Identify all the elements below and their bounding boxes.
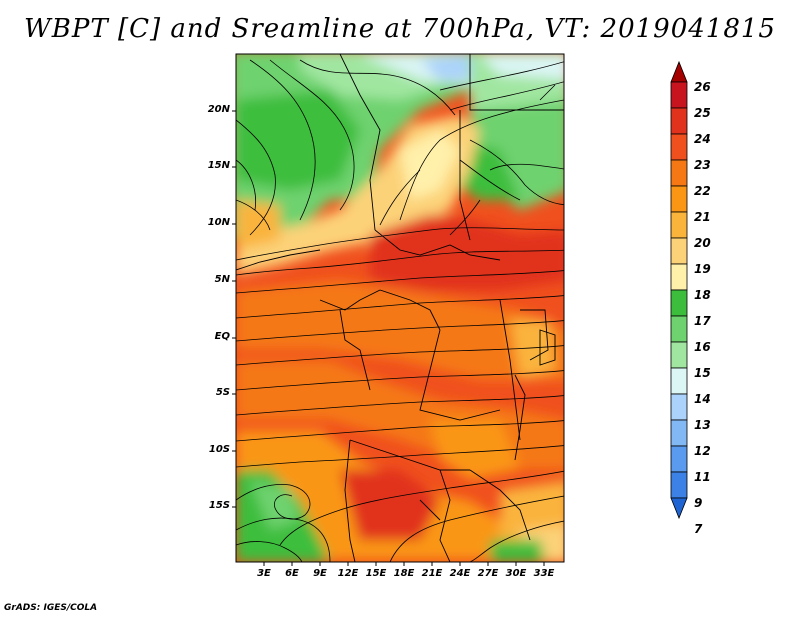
map-frame — [235, 53, 565, 563]
colorbar-label: 14 — [694, 392, 711, 406]
lat-label: 15N — [207, 160, 230, 171]
plot-title: WBPT [C] and Sreamline at 700hPa, VT: 20… — [24, 14, 776, 44]
colorbar-segment — [670, 367, 688, 395]
colorbar-segment — [670, 445, 688, 473]
lon-label: 15E — [365, 568, 387, 579]
colorbar-label: 26 — [694, 80, 711, 94]
lon-label: 9E — [313, 568, 327, 579]
lon-label: 3E — [257, 568, 271, 579]
lon-label: 30E — [505, 568, 527, 579]
colorbar-label: 16 — [694, 340, 711, 354]
colorbar-label: 18 — [694, 288, 711, 302]
colorbar-segment — [670, 471, 688, 499]
colorbar-segment — [670, 211, 688, 239]
lat-label: 5N — [214, 274, 230, 285]
lat-label: 15S — [208, 500, 230, 511]
colorbar-segment — [670, 81, 688, 109]
grads-credit: GrADS: IGES/COLA — [4, 603, 98, 613]
streamlines — [236, 59, 564, 562]
colorbar-label: 20 — [694, 236, 711, 250]
colorbar-segment — [670, 315, 688, 343]
colorbar-segment — [670, 107, 688, 135]
colorbar-label: 15 — [694, 366, 711, 380]
colorbar-label: 11 — [694, 470, 711, 484]
colorbar-label: 22 — [694, 184, 711, 198]
colorbar-label: 12 — [694, 444, 711, 458]
colorbar-segment — [670, 341, 688, 369]
lat-label: 10N — [207, 217, 230, 228]
colorbar-label: 9 — [694, 496, 703, 510]
colorbar-segment — [670, 393, 688, 421]
colorbar-bottom-arrow — [670, 497, 688, 520]
lat-label: 20N — [207, 104, 230, 115]
colorbar-label: 17 — [694, 314, 711, 328]
colorbar-label: 19 — [694, 262, 711, 276]
colorbar-segment — [670, 133, 688, 161]
lon-label: 18E — [393, 568, 415, 579]
colorbar-label: 21 — [694, 210, 711, 224]
lon-label: 12E — [337, 568, 359, 579]
lon-label: 24E — [449, 568, 471, 579]
lat-label: EQ — [214, 331, 230, 342]
colorbar-label: 23 — [694, 158, 711, 172]
lat-label: 5S — [215, 387, 230, 398]
lon-label: 6E — [285, 568, 299, 579]
colorbar-label: 24 — [694, 132, 711, 146]
axis-ticks — [232, 110, 545, 566]
lon-label: 33E — [533, 568, 555, 579]
lon-label: 21E — [421, 568, 443, 579]
colorbar-label: 7 — [694, 522, 703, 536]
colorbar-segment — [670, 419, 688, 447]
colorbar-segment — [670, 237, 688, 265]
lat-label: 10S — [208, 444, 230, 455]
colorbar-segment — [670, 289, 688, 317]
colorbar — [670, 60, 688, 520]
colorbar-segment — [670, 159, 688, 187]
colorbar-label: 25 — [694, 106, 711, 120]
wbpt-shading — [236, 54, 564, 562]
colorbar-segment — [670, 263, 688, 291]
lon-label: 27E — [477, 568, 499, 579]
colorbar-top-arrow — [670, 60, 688, 83]
colorbar-label: 13 — [694, 418, 711, 432]
colorbar-segment — [670, 185, 688, 213]
country-borders — [236, 54, 564, 562]
